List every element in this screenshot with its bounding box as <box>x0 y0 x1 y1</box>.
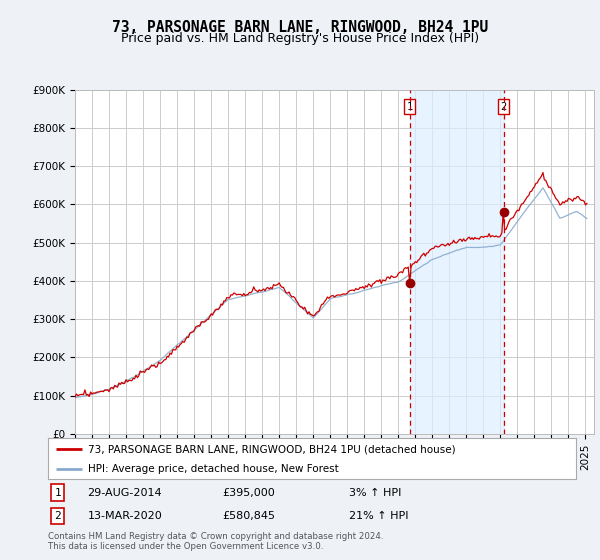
Text: 2: 2 <box>55 511 61 521</box>
Text: Price paid vs. HM Land Registry's House Price Index (HPI): Price paid vs. HM Land Registry's House … <box>121 32 479 45</box>
Text: HPI: Average price, detached house, New Forest: HPI: Average price, detached house, New … <box>88 464 338 474</box>
Text: 73, PARSONAGE BARN LANE, RINGWOOD, BH24 1PU: 73, PARSONAGE BARN LANE, RINGWOOD, BH24 … <box>112 20 488 35</box>
Text: £580,845: £580,845 <box>222 511 275 521</box>
Text: 29-AUG-2014: 29-AUG-2014 <box>88 488 162 497</box>
Text: 73, PARSONAGE BARN LANE, RINGWOOD, BH24 1PU (detached house): 73, PARSONAGE BARN LANE, RINGWOOD, BH24 … <box>88 445 455 454</box>
Text: 1: 1 <box>406 102 413 112</box>
Text: 13-MAR-2020: 13-MAR-2020 <box>88 511 163 521</box>
Text: Contains HM Land Registry data © Crown copyright and database right 2024.: Contains HM Land Registry data © Crown c… <box>48 532 383 541</box>
Text: 3% ↑ HPI: 3% ↑ HPI <box>349 488 401 497</box>
Text: 1: 1 <box>55 488 61 497</box>
Bar <box>410 90 503 434</box>
Text: 2: 2 <box>500 102 507 112</box>
Text: This data is licensed under the Open Government Licence v3.0.: This data is licensed under the Open Gov… <box>48 542 323 551</box>
Text: £395,000: £395,000 <box>222 488 275 497</box>
Text: 21% ↑ HPI: 21% ↑ HPI <box>349 511 409 521</box>
